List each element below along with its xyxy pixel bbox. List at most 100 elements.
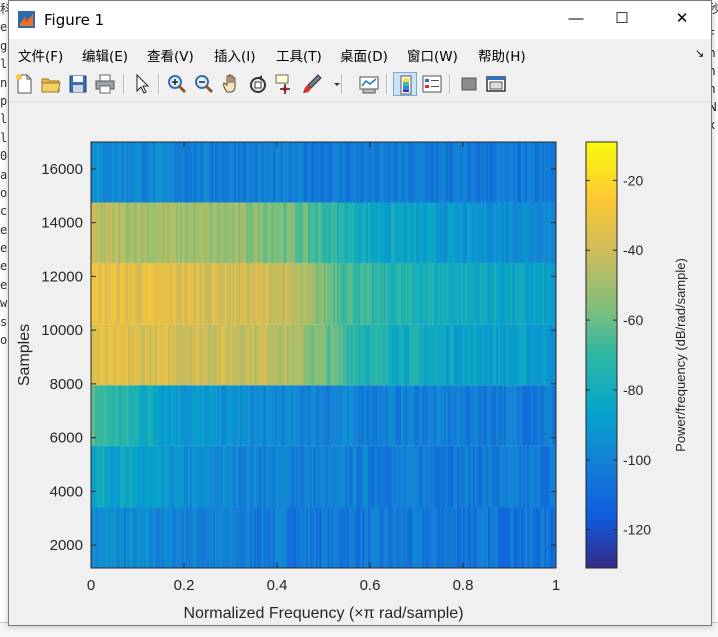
heatmap-cell [230, 262, 233, 325]
heatmap-cell [123, 202, 127, 263]
heatmap-cell [397, 445, 400, 508]
show-plot-tools-icon[interactable] [484, 72, 508, 96]
hide-plot-tools-icon[interactable] [457, 72, 481, 96]
heatmap-cell [193, 324, 197, 386]
heatmap-cell [422, 262, 425, 325]
new-figure-icon[interactable] [12, 72, 36, 96]
menu-desktop[interactable]: 桌面(D) [340, 49, 388, 65]
heatmap-cell [315, 142, 319, 203]
heatmap-cell [519, 324, 522, 386]
heatmap-cell [490, 202, 493, 263]
brush-icon[interactable] [300, 72, 324, 96]
heatmap-cell [280, 385, 284, 446]
data-cursor-icon[interactable] [273, 72, 297, 96]
heatmap-cell [176, 445, 179, 508]
zoom-in-icon[interactable] [165, 72, 189, 96]
heatmap-cell [495, 324, 499, 386]
menu-edit[interactable]: 编辑(E) [82, 49, 129, 65]
heatmap-cell [501, 324, 505, 386]
heatmap-cell [92, 445, 96, 508]
heatmap-cell [166, 507, 169, 568]
heatmap-cell [463, 202, 466, 263]
heatmap-cell [368, 507, 371, 568]
menu-insert[interactable]: 插入(I) [214, 49, 256, 65]
heatmap-cell [180, 324, 183, 386]
menu-view[interactable]: 查看(V) [147, 49, 194, 65]
heatmap-cell [203, 324, 206, 386]
heatmap-cell [261, 324, 264, 386]
dock-arrow-icon[interactable]: ↘ [695, 48, 705, 60]
window-title: Figure 1 [44, 11, 105, 29]
heatmap-cell [435, 385, 439, 446]
heatmap-cell [296, 262, 299, 325]
minimize-button[interactable]: — [568, 10, 584, 27]
title-bar[interactable]: Figure 1 — ☐ ✕ [9, 1, 711, 39]
heatmap-cell [232, 142, 235, 203]
heatmap-cell [342, 324, 346, 386]
menu-window[interactable]: 窗口(W) [407, 49, 458, 65]
heatmap-cell [290, 262, 293, 325]
link-plot-icon[interactable] [357, 72, 381, 96]
zoom-out-icon[interactable] [192, 72, 216, 96]
heatmap-cell [189, 324, 193, 386]
heatmap-cell [311, 202, 315, 263]
close-button[interactable]: ✕ [675, 10, 689, 27]
heatmap-cell [453, 385, 456, 446]
maximize-button[interactable]: ☐ [615, 10, 629, 27]
colorbar-icon[interactable] [393, 72, 417, 96]
heatmap-cell [116, 142, 119, 203]
heatmap-cell [160, 385, 164, 446]
heatmap-cell [288, 202, 291, 263]
spectrogram-plot[interactable]: 0 0.2 0.4 0.6 0.8 1 2000400060008000100001200… [9, 102, 711, 625]
heatmap-cell [222, 507, 226, 568]
heatmap-cell [180, 262, 183, 325]
rotate-3d-icon[interactable] [246, 72, 270, 96]
heatmap-cell [397, 142, 400, 203]
heatmap-cell [399, 142, 402, 203]
legend-icon[interactable] [420, 72, 444, 96]
heatmap-cell [480, 324, 483, 386]
pan-hand-icon[interactable] [219, 72, 243, 96]
heatmap-cell [160, 202, 164, 263]
heatmap-cell [164, 507, 167, 568]
heatmap-cell [346, 507, 350, 568]
heatmap-cell [306, 445, 309, 508]
heatmap-cell [433, 385, 437, 446]
heatmap-cell [412, 262, 415, 325]
heatmap-cell [447, 385, 450, 446]
figure-canvas[interactable]: 0 0.2 0.4 0.6 0.8 1 2000 4000 6000 8000 10000 1200… [9, 102, 711, 625]
heatmap-cell [548, 385, 551, 446]
heatmap-cell [342, 445, 346, 508]
select-arrow-icon[interactable] [130, 72, 154, 96]
heatmap-cell [197, 507, 200, 568]
heatmap-cell [300, 202, 303, 263]
heatmap-cell [443, 385, 446, 446]
heatmap-cell [430, 142, 433, 203]
heatmap-cell [346, 324, 350, 386]
heatmap-cell [127, 324, 131, 386]
menu-file[interactable]: 文件(F) [18, 49, 64, 65]
heatmap-cell [96, 262, 100, 325]
heatmap-cell [211, 385, 214, 446]
heatmap-cell [151, 324, 154, 386]
heatmap-cell [224, 324, 228, 386]
heatmap-cell [290, 445, 293, 508]
print-icon[interactable] [93, 72, 117, 96]
heatmap-cell [395, 385, 398, 446]
menu-tools[interactable]: 工具(T) [276, 49, 322, 65]
open-file-icon[interactable] [39, 72, 63, 96]
heatmap-cell [118, 262, 121, 325]
heatmap-cell [340, 507, 344, 568]
heatmap-cell [391, 385, 394, 446]
heatmap-cell [280, 262, 284, 325]
brush-dropdown-icon[interactable] [325, 72, 340, 96]
save-icon[interactable] [66, 72, 90, 96]
heatmap-cell [265, 324, 268, 386]
heatmap-cell [273, 385, 276, 446]
heatmap-cell [170, 324, 173, 386]
toolbar-separator [449, 74, 451, 94]
menu-help[interactable]: 帮助(H) [478, 49, 526, 65]
heatmap-cell [433, 142, 437, 203]
heatmap-cell [267, 142, 270, 203]
heatmap-cell [362, 445, 365, 508]
